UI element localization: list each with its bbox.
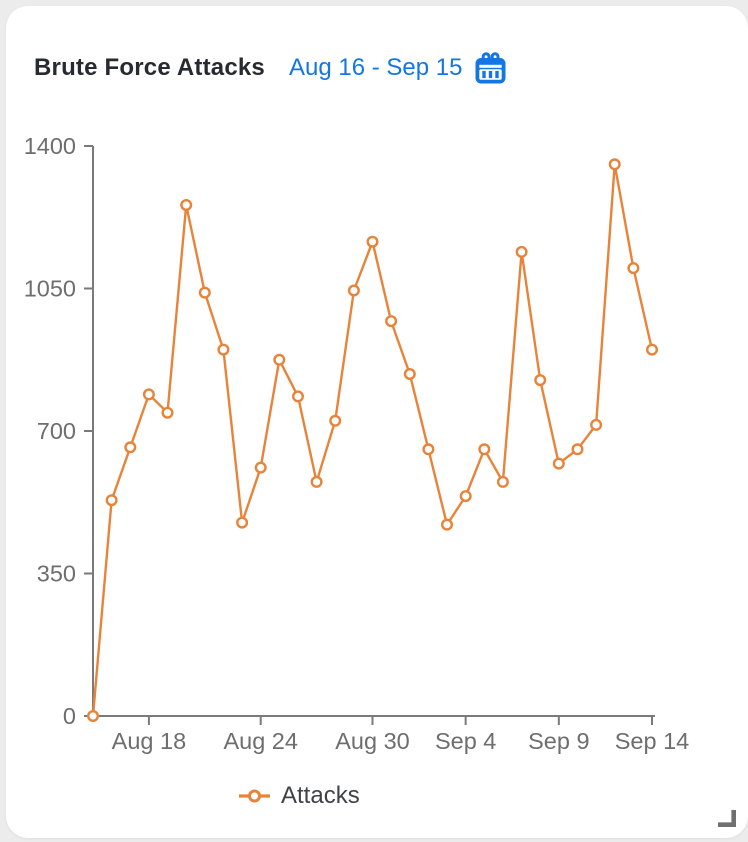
widget-header: Brute Force Attacks Aug 16 - Sep 15: [34, 51, 506, 84]
legend-item-attacks[interactable]: Attacks: [239, 782, 360, 810]
y-axis-tick-label: 0: [63, 703, 76, 729]
y-axis-tick-label: 1400: [24, 133, 76, 159]
y-axis-tick-label: 1050: [24, 276, 76, 302]
data-point[interactable]: [627, 262, 640, 275]
x-axis-tick-label: Aug 24: [223, 728, 297, 754]
date-range-label: Aug 16 - Sep 15: [288, 53, 463, 81]
data-point[interactable]: [403, 368, 416, 381]
data-point[interactable]: [142, 388, 155, 401]
x-axis-tick-label: Aug 30: [335, 728, 409, 754]
data-point[interactable]: [198, 286, 211, 299]
legend: Attacks: [239, 782, 360, 810]
data-point[interactable]: [105, 494, 118, 507]
x-axis-tick-label: Sep 4: [435, 728, 496, 754]
data-point[interactable]: [571, 443, 584, 456]
legend-label: Attacks: [281, 782, 360, 809]
data-point[interactable]: [329, 414, 342, 427]
x-axis-tick-label: Sep 9: [528, 728, 589, 754]
date-range-button[interactable]: Aug 16 - Sep 15: [289, 51, 506, 84]
data-point[interactable]: [86, 710, 99, 723]
y-axis-tick-label: 700: [37, 418, 76, 444]
y-axis-tick-label: 350: [37, 561, 76, 587]
widget-card: [6, 6, 748, 838]
data-point[interactable]: [124, 441, 137, 454]
data-point[interactable]: [590, 418, 603, 431]
data-point[interactable]: [459, 490, 472, 503]
data-point[interactable]: [646, 343, 659, 356]
data-point[interactable]: [254, 461, 267, 474]
data-point[interactable]: [385, 315, 398, 328]
data-point[interactable]: [515, 245, 528, 258]
line-chart[interactable]: 0 350 700 1050 1400 Aug 18 Aug 24 Aug 30 Sep 4 Se…: [0, 0, 748, 775]
data-point[interactable]: [441, 518, 454, 531]
axes: [92, 146, 655, 717]
data-point[interactable]: [534, 374, 547, 387]
data-point[interactable]: [236, 516, 249, 529]
resize-handle[interactable]: [717, 809, 737, 828]
data-point[interactable]: [478, 443, 491, 456]
data-point[interactable]: [347, 284, 360, 297]
page-title: Brute Force Attacks: [34, 53, 265, 81]
calendar-icon: [475, 52, 506, 84]
data-point[interactable]: [217, 343, 230, 356]
data-point[interactable]: [422, 443, 435, 456]
data-point[interactable]: [608, 158, 621, 171]
data-point[interactable]: [273, 353, 286, 366]
x-axis-tick-label: Sep 14: [615, 728, 689, 754]
data-point[interactable]: [310, 475, 323, 488]
data-point[interactable]: [292, 390, 305, 403]
data-point[interactable]: [161, 406, 174, 419]
data-point[interactable]: [366, 235, 379, 248]
legend-marker-icon: [239, 789, 270, 803]
data-point[interactable]: [496, 475, 509, 488]
x-axis-tick-label: Aug 18: [112, 728, 186, 754]
data-point[interactable]: [180, 198, 193, 211]
data-point[interactable]: [552, 457, 565, 470]
